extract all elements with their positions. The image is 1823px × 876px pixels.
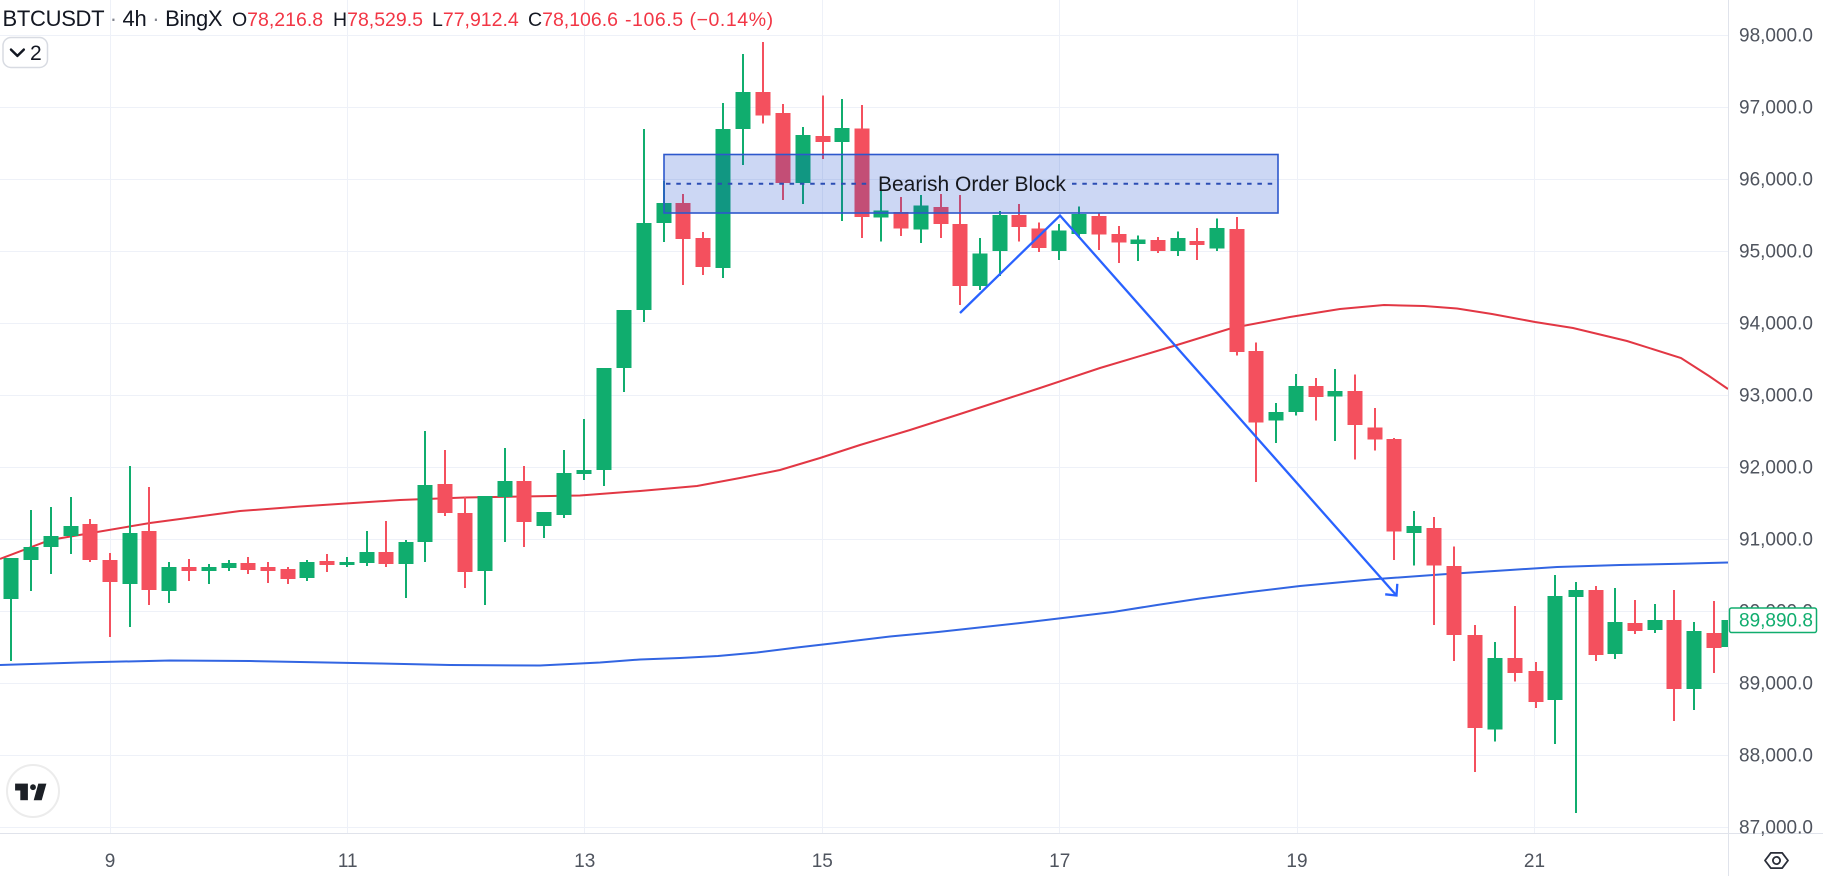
svg-text:93,000.0: 93,000.0 <box>1739 386 1813 407</box>
svg-text:21: 21 <box>1524 851 1545 872</box>
svg-text:15: 15 <box>812 851 833 872</box>
svg-text:2: 2 <box>30 42 42 65</box>
svg-text:11: 11 <box>338 851 358 872</box>
svg-text:-106.5 (−0.14%): -106.5 (−0.14%) <box>625 9 774 31</box>
svg-text:95,000.0: 95,000.0 <box>1739 242 1813 263</box>
svg-text:89,000.0: 89,000.0 <box>1739 674 1813 695</box>
svg-text:O78,216.8: O78,216.8 <box>232 9 323 31</box>
svg-text:97,000.0: 97,000.0 <box>1739 98 1813 119</box>
svg-text:C78,106.6: C78,106.6 <box>528 9 618 31</box>
svg-text:H78,529.5: H78,529.5 <box>333 9 423 31</box>
svg-text:88,000.0: 88,000.0 <box>1739 746 1813 767</box>
svg-text:94,000.0: 94,000.0 <box>1739 314 1813 335</box>
svg-text:13: 13 <box>574 851 595 872</box>
svg-text:96,000.0: 96,000.0 <box>1739 170 1813 191</box>
svg-text:89,890.8: 89,890.8 <box>1739 611 1813 632</box>
svg-text:87,000.0: 87,000.0 <box>1739 818 1813 839</box>
svg-text:17: 17 <box>1049 851 1070 872</box>
svg-text:19: 19 <box>1286 851 1307 872</box>
svg-text:92,000.0: 92,000.0 <box>1739 458 1813 479</box>
svg-text:L77,912.4: L77,912.4 <box>432 9 519 31</box>
svg-text:91,000.0: 91,000.0 <box>1739 530 1813 551</box>
svg-text:BTCUSDT · 4h · BingX: BTCUSDT · 4h · BingX <box>3 6 223 31</box>
svg-text:98,000.0: 98,000.0 <box>1739 26 1813 47</box>
svg-text:Bearish Order Block: Bearish Order Block <box>878 173 1066 196</box>
svg-text:9: 9 <box>105 851 116 872</box>
